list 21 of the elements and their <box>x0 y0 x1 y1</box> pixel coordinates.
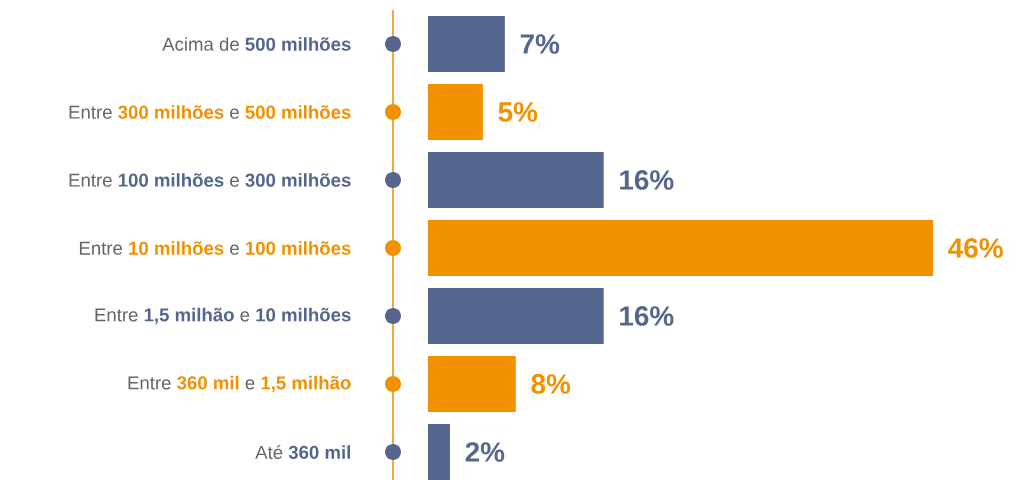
bar <box>428 15 505 72</box>
data-label: 16% <box>620 170 674 190</box>
bar <box>428 151 604 208</box>
data-label: 8% <box>531 374 571 394</box>
y-tick-label: Entre 100 milhões e 300 milhões <box>69 173 351 187</box>
bar <box>428 423 450 480</box>
y-tick-label: Entre 360 mil e 1,5 milhão <box>128 375 351 393</box>
bar <box>428 219 934 276</box>
data-label: 2% <box>465 442 505 462</box>
data-label: 5% <box>498 102 538 122</box>
y-tick-label: Até 360 mil <box>255 445 350 459</box>
data-label: 7% <box>520 34 560 54</box>
y-tick-label: Entre 10 milhões e 100 milhões <box>79 241 351 255</box>
y-tick-label: Entre 1,5 milhão e 10 milhões <box>95 307 351 325</box>
bar <box>428 83 483 140</box>
data-label: 46% <box>948 238 1003 258</box>
bar <box>428 287 604 344</box>
data-label: 16% <box>620 306 674 326</box>
y-tick-label: Entre 300 milhões e 500 milhões <box>69 105 351 119</box>
bar <box>428 355 516 412</box>
y-tick-label: Acima de 500 milhões <box>162 37 351 51</box>
